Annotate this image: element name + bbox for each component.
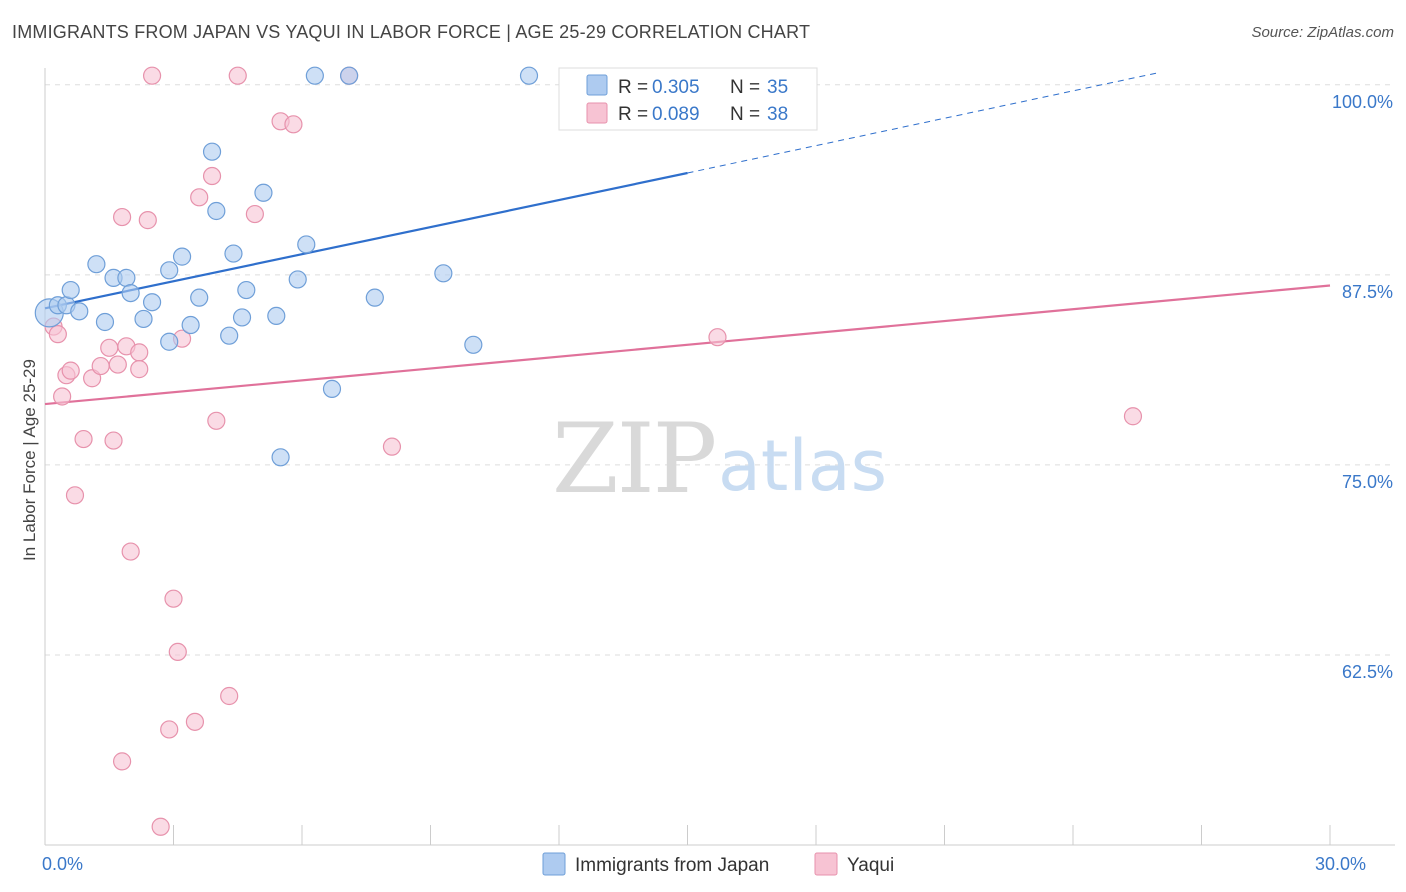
yaqui-point: [164, 589, 183, 608]
japan-point: [95, 312, 115, 332]
japan-point: [434, 264, 453, 283]
yaqui-point: [382, 437, 402, 456]
legend-swatch-japan: [542, 852, 566, 876]
stats-legend: R = 0.305 N = 35 R = 0.089 N = 38: [558, 67, 818, 131]
legend-label-japan: Immigrants from Japan: [575, 855, 769, 876]
japan-r-label: R =: [618, 77, 648, 98]
japan-point: [340, 66, 359, 85]
points-layer: [34, 66, 1143, 836]
yaqui-point: [138, 211, 157, 230]
japan-point: [519, 66, 539, 85]
japan-point: [190, 288, 209, 307]
yaqui-point: [130, 343, 149, 362]
yaqui-point: [207, 411, 226, 430]
yaqui-point: [112, 752, 132, 771]
yaqui-point: [245, 204, 264, 224]
watermark-zip: ZIP: [552, 403, 715, 515]
japan-point: [220, 326, 239, 345]
yaqui-point: [160, 720, 179, 739]
watermark-atlas: atlas: [718, 425, 887, 507]
japan-point: [160, 261, 179, 280]
yaqui-point: [104, 431, 123, 450]
y-axis-label: In Labor Force | Age 25-29: [20, 359, 39, 561]
japan-point: [297, 235, 316, 254]
y-tick-label: 75.0%: [1342, 472, 1393, 492]
x-tick-label: 0.0%: [42, 854, 83, 874]
trend-layer: [44, 72, 1331, 406]
yaqui-point: [202, 166, 222, 186]
yaqui-point: [708, 328, 727, 347]
japan-point: [160, 332, 179, 351]
japan-point: [464, 335, 483, 354]
japan-point: [142, 293, 162, 312]
yaqui-point: [168, 642, 187, 662]
japan-point: [365, 288, 384, 307]
yaqui-point: [100, 338, 119, 357]
japan-point: [271, 448, 290, 467]
y-tick-label: 100.0%: [1332, 92, 1393, 112]
japan-point: [61, 280, 80, 300]
yaqui-n-value: 38: [767, 104, 788, 125]
yaqui-r-label: R =: [618, 104, 648, 125]
japan-n-value: 35: [767, 77, 788, 98]
yaqui-point: [228, 66, 247, 85]
japan-point: [267, 306, 286, 326]
yaqui-point: [91, 356, 110, 376]
japan-point: [305, 66, 324, 85]
japan-point: [181, 315, 200, 335]
legend-swatch-yaqui: [814, 852, 838, 876]
japan-point: [207, 201, 226, 221]
yaqui-point: [220, 686, 239, 706]
yaqui-point: [121, 542, 140, 561]
japan-point: [121, 283, 140, 303]
japan-point: [288, 270, 307, 289]
yaqui-trend-line: [44, 284, 1331, 406]
japan-point: [254, 183, 273, 202]
yaqui-point: [1123, 407, 1143, 426]
japan-trend-extension: [687, 72, 1159, 174]
japan-point: [202, 142, 222, 161]
grid-layer: [45, 84, 1395, 656]
series-legend: Immigrants from Japan Yaqui: [542, 852, 894, 876]
source-credit: Source: ZipAtlas.com: [1251, 24, 1394, 41]
yaqui-point: [185, 712, 205, 731]
yaqui-point: [190, 188, 209, 207]
japan-point: [172, 247, 192, 266]
japan-r-value: 0.305: [652, 77, 700, 98]
yaqui-point: [130, 360, 149, 379]
japan-point: [87, 255, 106, 274]
japan-trend-line: [44, 171, 688, 310]
japan-legend-swatch: [586, 74, 608, 96]
yaqui-legend-swatch: [586, 102, 608, 124]
yaqui-point: [108, 355, 127, 374]
yaqui-point: [61, 361, 80, 380]
japan-point: [232, 308, 252, 327]
japan-point: [224, 244, 243, 263]
japan-point: [322, 379, 342, 398]
japan-point: [70, 302, 89, 321]
yaqui-point: [112, 207, 132, 227]
yaqui-point: [53, 387, 72, 406]
yaqui-point: [151, 817, 170, 836]
japan-point: [134, 309, 153, 329]
yaqui-point: [74, 429, 93, 449]
legend-label-yaqui: Yaqui: [847, 855, 894, 876]
yaqui-point: [284, 115, 303, 134]
y-tick-label: 62.5%: [1342, 662, 1393, 682]
yaqui-point: [48, 325, 67, 344]
japan-point: [117, 268, 136, 287]
japan-n-label: N =: [730, 77, 760, 98]
yaqui-point: [65, 486, 85, 505]
yaqui-n-label: N =: [730, 104, 760, 125]
watermark: ZIP atlas: [552, 403, 887, 515]
yaqui-r-value: 0.089: [652, 104, 700, 125]
yaqui-point: [142, 66, 162, 85]
axis-layer: 100.0% 87.5% 75.0% 62.5% 0.0% 30.0%: [42, 68, 1395, 874]
japan-point: [237, 280, 256, 300]
y-tick-label: 87.5%: [1342, 282, 1393, 302]
chart-title: IMMIGRANTS FROM JAPAN VS YAQUI IN LABOR …: [12, 22, 811, 42]
x-tick-label: 30.0%: [1315, 854, 1366, 874]
